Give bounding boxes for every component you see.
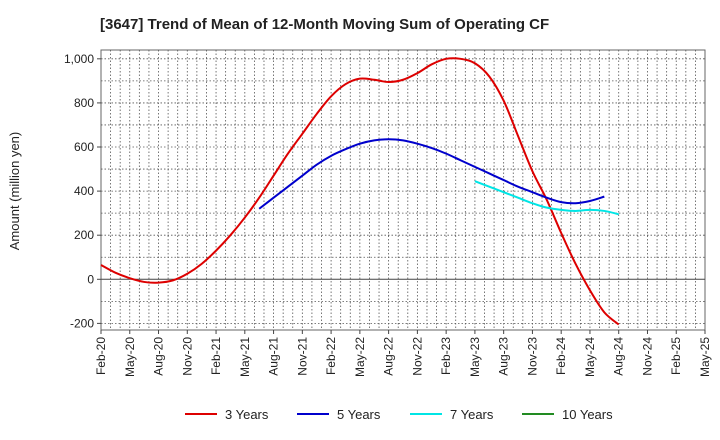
x-tick-label: Feb-25 — [669, 337, 683, 375]
x-tick-label: Feb-22 — [324, 337, 338, 375]
x-tick-label: Feb-21 — [209, 337, 223, 375]
x-tick-label: May-24 — [583, 337, 597, 377]
x-tick-label: Feb-23 — [439, 337, 453, 375]
series-line-7-years — [474, 180, 619, 216]
x-tick-label: Feb-20 — [94, 337, 108, 375]
y-tick-label: 400 — [74, 184, 94, 198]
x-tick-label: Feb-24 — [554, 337, 568, 375]
x-tick-label: May-20 — [123, 337, 137, 377]
x-tick-label: Nov-23 — [525, 337, 539, 376]
x-tick-label: Aug-20 — [152, 337, 166, 376]
y-tick-label: 0 — [87, 272, 94, 286]
x-tick-label: Aug-22 — [382, 337, 396, 376]
x-tick-label: May-23 — [468, 337, 482, 377]
legend: 3 Years 5 Years 7 Years 10 Years — [185, 407, 613, 422]
series-line-3-years — [100, 57, 620, 326]
legend-label-3-years: 3 Years — [225, 407, 269, 422]
x-tick-label: Aug-21 — [267, 337, 281, 376]
chart-title: [3647] Trend of Mean of 12-Month Moving … — [100, 16, 549, 33]
x-tick-label: May-25 — [698, 337, 712, 377]
x-tick-label: Nov-24 — [640, 337, 654, 376]
y-tick-label: 800 — [74, 96, 94, 110]
y-tick-label: 200 — [74, 228, 94, 242]
legend-label-10-years: 10 Years — [562, 407, 613, 422]
y-axis-ticks: -200 0 200 400 600 800 1,000 — [64, 52, 101, 330]
x-axis-ticks: Feb-20 May-20 Aug-20 Nov-20 Feb-21 May-21 Aug-… — [94, 330, 712, 377]
y-axis-label: Amount (million yen) — [7, 132, 22, 251]
x-tick-label: Aug-24 — [612, 337, 626, 376]
y-tick-label: -200 — [70, 316, 94, 330]
x-tick-label: May-21 — [238, 337, 252, 377]
series-line-5-years — [258, 138, 605, 210]
x-tick-label: Nov-20 — [180, 337, 194, 376]
legend-label-5-years: 5 Years — [337, 407, 381, 422]
x-tick-label: Nov-22 — [410, 337, 424, 376]
x-tick-label: Aug-23 — [497, 337, 511, 376]
y-tick-label: 1,000 — [64, 52, 94, 66]
legend-label-7-years: 7 Years — [450, 407, 494, 422]
x-tick-label: May-22 — [353, 337, 367, 377]
series-lines — [100, 57, 620, 326]
plot-area — [100, 49, 706, 331]
y-tick-label: 600 — [74, 140, 94, 154]
x-tick-label: Nov-21 — [295, 337, 309, 376]
